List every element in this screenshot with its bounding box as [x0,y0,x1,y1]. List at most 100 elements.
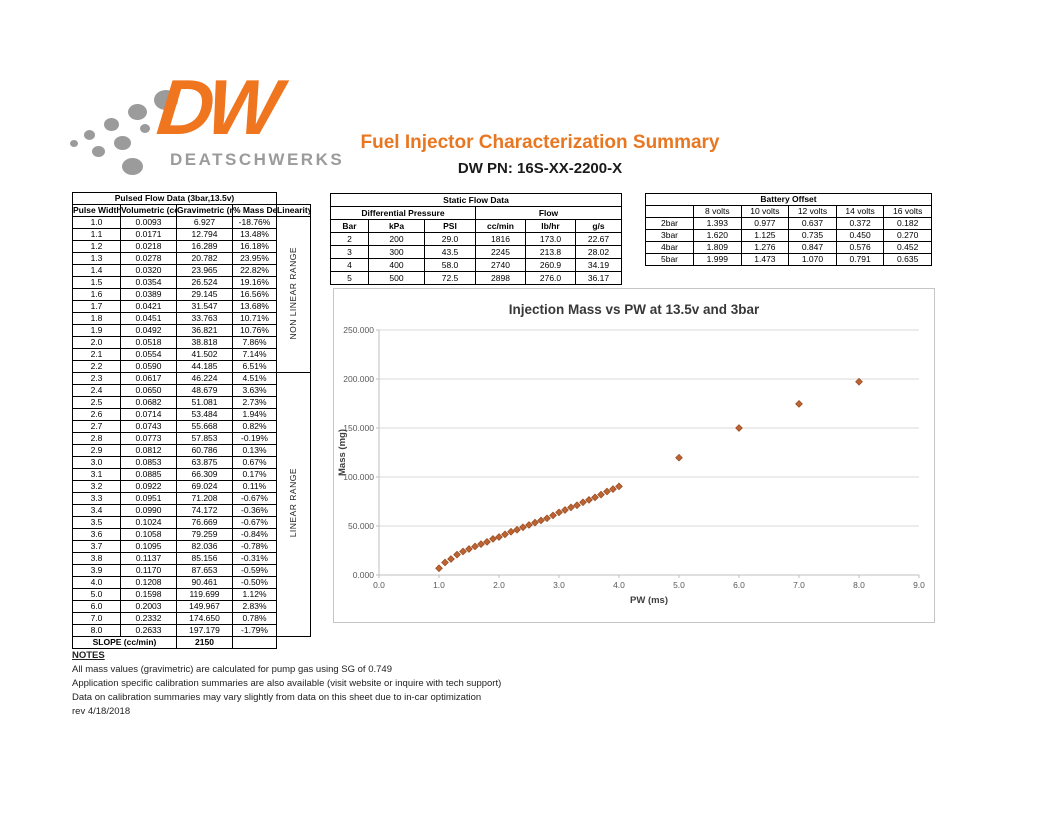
table-cell: 8.0 [72,624,121,637]
data-point [525,521,533,529]
table-cell: 0.2633 [120,624,177,637]
table-header-row: Pulse Width (ms)Volumetric (cc/shot)Grav… [72,204,312,217]
table-cell: 0.0773 [120,432,177,445]
table-cell: 0.182 [883,217,932,230]
table-cell: 0.0389 [120,288,177,301]
table-cell: 0.452 [883,241,932,254]
x-tick-label: 1.0 [433,580,445,590]
note-line: Data on calibration summaries may vary s… [72,692,482,703]
table-cell: 0.637 [788,217,837,230]
table-cell: 13.48% [231,228,278,241]
table-cell: 1.1 [72,228,121,241]
data-point [543,514,551,523]
note-line: rev 4/18/2018 [72,706,131,717]
x-tick-label: 6.0 [733,580,745,590]
table-cell: 41.502 [176,348,233,361]
table-cell: 57.853 [176,432,233,445]
data-point [579,498,587,507]
table-row: 3.9 0.1170 87.653 -0.59% [72,564,311,577]
table-cell: 3bar [645,229,694,242]
table-row: 7.0 0.2332 174.650 0.78% [72,612,311,625]
table-cell: 69.024 [176,480,233,493]
table-row: 3.7 0.1095 82.036 -0.78% [72,540,311,553]
data-point [609,485,617,493]
table-cell: 6.927 [176,216,233,229]
table-cell: 36.821 [176,324,233,337]
table-cell: 0.0853 [120,456,177,469]
table-cell: 0.1170 [120,564,177,577]
table-cell: 0.791 [835,253,885,266]
table-row: 4 400 58.0 2740 260.9 34.19 [330,258,622,272]
column-header: Bar [330,219,369,233]
table-row: 8.0 0.2633 197.179 -1.79% [72,624,311,637]
data-point [489,535,497,543]
deatschwerks-logo: DW DEATSCHWERKS [70,63,342,180]
table-cell: -0.67% [231,516,278,529]
table-cell: 173.0 [525,232,576,246]
table-cell: 200 [368,232,425,246]
table-cell: 1.9 [72,324,121,337]
table-cell: 0.17% [231,468,278,481]
table-cell: 0.0743 [120,420,177,433]
table-row: 3.3 0.0951 71.208 -0.67% [72,492,311,505]
table-cell: 19.16% [231,276,278,289]
data-point [471,542,479,551]
table-row: 3.4 0.0990 74.172 -0.36% [72,504,311,517]
table-cell: 29.145 [176,288,233,301]
table-cell: 400 [368,258,425,272]
table-cell: 2.5 [72,396,121,409]
table-cell: 1.999 [693,253,742,266]
table-cell: 33.763 [176,312,233,325]
data-point [555,508,563,517]
column-header: kPa [368,219,425,233]
table-cell: 43.5 [424,245,476,259]
table-cell: 74.172 [176,504,233,517]
table-row: 2.5 0.0682 51.081 2.73% [72,396,311,409]
table-cell: 23.95% [231,252,278,265]
slope-value: 2150 [176,636,233,649]
logo-dot [114,136,131,150]
table-cell: 0.78% [231,612,278,625]
table-cell: 0.0812 [120,444,177,457]
y-tick-label: 150.000 [343,423,374,433]
group-header-row: Differential Pressure Flow [330,206,622,220]
table-cell: 82.036 [176,540,233,553]
table-cell: 2740 [475,258,526,272]
data-point [459,547,467,556]
table-cell: 1.125 [740,229,790,242]
x-tick-label: 9.0 [913,580,925,590]
text-span: NON LINEAR RANGE [288,246,299,340]
table-cell: 0.1208 [120,576,177,589]
logo-monogram: DW [153,63,279,151]
table-cell: 10.76% [231,324,278,337]
table-row: 2.1 0.0554 41.502 7.14% [72,348,311,361]
table-cell: 5.0 [72,588,121,601]
y-tick-label: 0.000 [353,570,375,580]
data-point [561,506,569,514]
static-flow-table: Static Flow Data Differential Pressure Flo… [330,193,622,285]
part-number: DW PN: 16S-XX-2200-X [457,160,623,177]
table-cell: 0.0590 [120,360,177,373]
table-header-row: Bar kPa PSI cc/min lb/hr g/s [330,219,622,233]
table-row: 1.6 0.0389 29.145 16.56% [72,288,311,301]
table-cell: 0.0320 [120,264,177,277]
table-cell: 66.309 [176,468,233,481]
table-row: 1.1 0.0171 12.794 13.48% [72,228,311,241]
data-point [537,516,545,525]
table-cell: -0.50% [231,576,278,589]
column-header: 12 volts [788,205,837,218]
logo-wordmark: DEATSCHWERKS [170,150,345,169]
table-cell: 1.12% [231,588,278,601]
table-cell: 12.794 [176,228,233,241]
data-point [795,399,803,408]
data-point [567,503,575,512]
table-cell: 0.270 [883,229,932,242]
data-point [597,490,605,499]
table-cell: 174.650 [176,612,233,625]
table-title-row: Static Flow Data [330,193,622,207]
table-cell: 6.51% [231,360,278,373]
column-header: cc/min [475,219,526,233]
table-cell: 85.156 [176,552,233,565]
x-tick-label: 7.0 [793,580,805,590]
table-cell: 260.9 [525,258,576,272]
